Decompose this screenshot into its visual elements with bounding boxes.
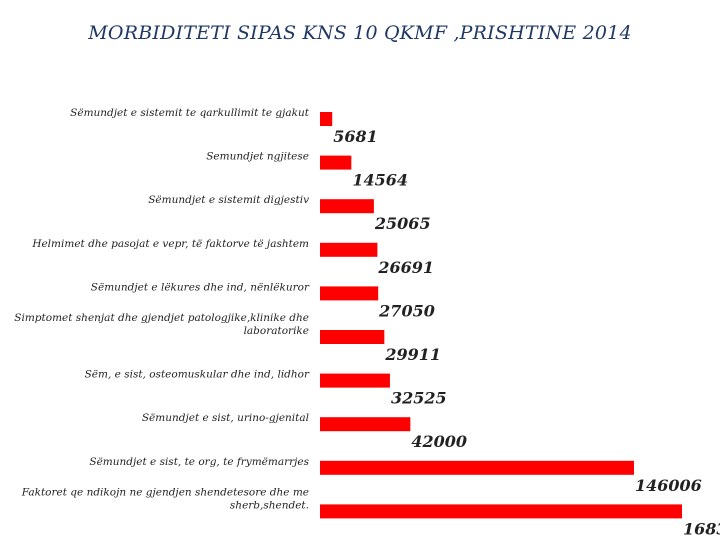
data-label: 27050 [378,301,435,320]
bar [320,373,390,388]
category-label: Sëmundjet e lëkures dhe ind, nënlëkuror [91,281,310,293]
bar [320,199,374,214]
category-label: Sëmundjet e sistemit digjestiv [148,194,309,206]
category-label: Sëmundjet e sist, urino-gjenital [142,412,309,424]
bar [320,112,333,126]
data-label: 14564 [352,171,408,190]
data-label: 26691 [377,258,434,277]
data-label: 42000 [411,432,467,451]
data-label: 168319 [683,519,720,538]
bar [320,155,352,170]
bars [320,112,682,519]
category-label: Faktoret qe ndikojn ne gjendjen shendete… [21,486,309,498]
category-label: Simptomet shenjat dhe gjendjet patologji… [14,312,309,324]
category-label: Sëm, e sist, osteomuskular dhe ind, lidh… [85,369,310,381]
bar [320,330,385,344]
category-label: Sëmundjet e sist, te org, te frymëmarrje… [89,456,309,468]
category-labels: Sëmundjet e sistemit te qarkullimit te g… [14,107,310,511]
data-label: 146006 [635,476,702,495]
chart-title: MORBIDITETI SIPAS KNS 10 QKMF ,PRISHTINE… [88,22,632,44]
bar [320,242,378,257]
value-labels: 5681 14564 25065 26691 27050 29911 32525 42000 1… [333,127,720,538]
category-label: sherb,shendet. [230,499,309,511]
bar [320,286,379,301]
category-label: Helmimet dhe pasojat e vepr, të faktorve… [31,238,309,250]
category-label: laboratorike [244,325,309,337]
data-label: 5681 [333,127,378,146]
category-label: Sëmundjet e sistemit te qarkullimit te g… [70,107,310,119]
data-label: 32525 [391,389,447,408]
bar [320,460,635,475]
category-label: Semundjet ngjitese [206,151,309,163]
data-label: 25065 [374,214,431,233]
bar [320,504,682,519]
data-label: 29911 [384,345,441,364]
bar [320,417,411,432]
